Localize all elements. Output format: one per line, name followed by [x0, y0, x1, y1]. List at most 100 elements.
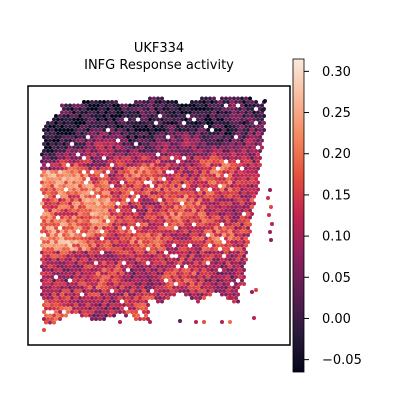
- spot: [216, 208, 220, 213]
- spot: [110, 142, 114, 146]
- spot: [72, 299, 76, 304]
- spot: [244, 180, 248, 185]
- spot: [74, 247, 78, 251]
- spot: [72, 159, 76, 164]
- spot: [140, 138, 144, 143]
- spot: [198, 289, 202, 293]
- spot: [60, 138, 64, 143]
- spot: [104, 229, 108, 234]
- spot: [202, 226, 206, 230]
- spot: [76, 117, 80, 122]
- spot: [202, 149, 206, 153]
- spot: [228, 264, 232, 269]
- spot: [182, 177, 186, 181]
- spot: [110, 268, 114, 272]
- spot: [152, 124, 156, 129]
- spot: [54, 205, 58, 209]
- spot: [68, 166, 72, 171]
- spot: [74, 177, 78, 181]
- spot: [96, 208, 100, 213]
- spot: [188, 103, 192, 108]
- spot: [218, 163, 222, 167]
- spot: [220, 278, 224, 283]
- spot: [82, 205, 86, 209]
- spot: [50, 240, 54, 244]
- spot: [128, 250, 132, 255]
- spot: [128, 152, 132, 157]
- spot: [110, 100, 114, 104]
- spot: [74, 163, 78, 167]
- spot: [208, 250, 212, 255]
- spot: [92, 110, 96, 115]
- spot: [92, 159, 96, 164]
- spot: [52, 271, 56, 276]
- spot: [228, 131, 232, 136]
- spot: [208, 285, 212, 290]
- spot: [82, 226, 86, 230]
- spot: [52, 208, 56, 213]
- spot: [62, 219, 66, 223]
- spot: [146, 107, 150, 111]
- spot: [58, 282, 62, 286]
- colorbar-tick-label: 0.10: [322, 230, 351, 245]
- spot: [80, 180, 84, 185]
- spot: [64, 222, 68, 227]
- spot: [118, 149, 122, 153]
- spot: [196, 110, 200, 115]
- spot: [94, 163, 98, 167]
- spot: [184, 201, 188, 206]
- spot: [226, 156, 230, 160]
- spot: [60, 264, 64, 269]
- spot: [206, 100, 210, 104]
- spot: [90, 184, 94, 188]
- spot: [204, 257, 208, 262]
- spot: [166, 233, 170, 237]
- spot: [66, 114, 70, 118]
- spot: [44, 194, 48, 199]
- plot-frame: [27, 85, 291, 346]
- spot: [188, 278, 192, 283]
- spot: [86, 240, 90, 244]
- spot: [212, 278, 216, 283]
- spot: [148, 292, 152, 297]
- spot: [70, 268, 74, 272]
- spot: [194, 254, 198, 258]
- spot: [236, 138, 240, 143]
- spot: [180, 222, 184, 227]
- spot: [46, 184, 50, 188]
- spot: [62, 303, 66, 307]
- spot: [140, 250, 144, 255]
- spot: [60, 299, 64, 304]
- spot: [164, 215, 168, 220]
- spot: [238, 247, 242, 251]
- spot: [192, 103, 196, 108]
- spot: [44, 264, 48, 269]
- spot: [166, 191, 170, 195]
- spot: [226, 275, 230, 279]
- spot: [68, 215, 72, 220]
- spot: [110, 135, 114, 139]
- spot: [236, 124, 240, 129]
- spot: [224, 124, 228, 129]
- spot: [122, 107, 126, 111]
- spot: [206, 191, 210, 195]
- spot: [96, 306, 100, 311]
- spot: [182, 289, 186, 293]
- spot: [244, 124, 248, 129]
- spot: [210, 289, 214, 293]
- spot: [42, 149, 46, 153]
- spot: [146, 156, 150, 160]
- spot: [240, 173, 244, 178]
- spot: [184, 166, 188, 171]
- spot: [164, 138, 168, 143]
- spot: [166, 198, 170, 202]
- spot: [144, 271, 148, 276]
- spot: [128, 138, 132, 143]
- spot: [116, 236, 120, 241]
- spot: [92, 173, 96, 178]
- spot: [248, 229, 252, 234]
- spot: [168, 117, 172, 122]
- spot: [128, 173, 132, 178]
- spot: [190, 163, 194, 167]
- spot: [224, 180, 228, 185]
